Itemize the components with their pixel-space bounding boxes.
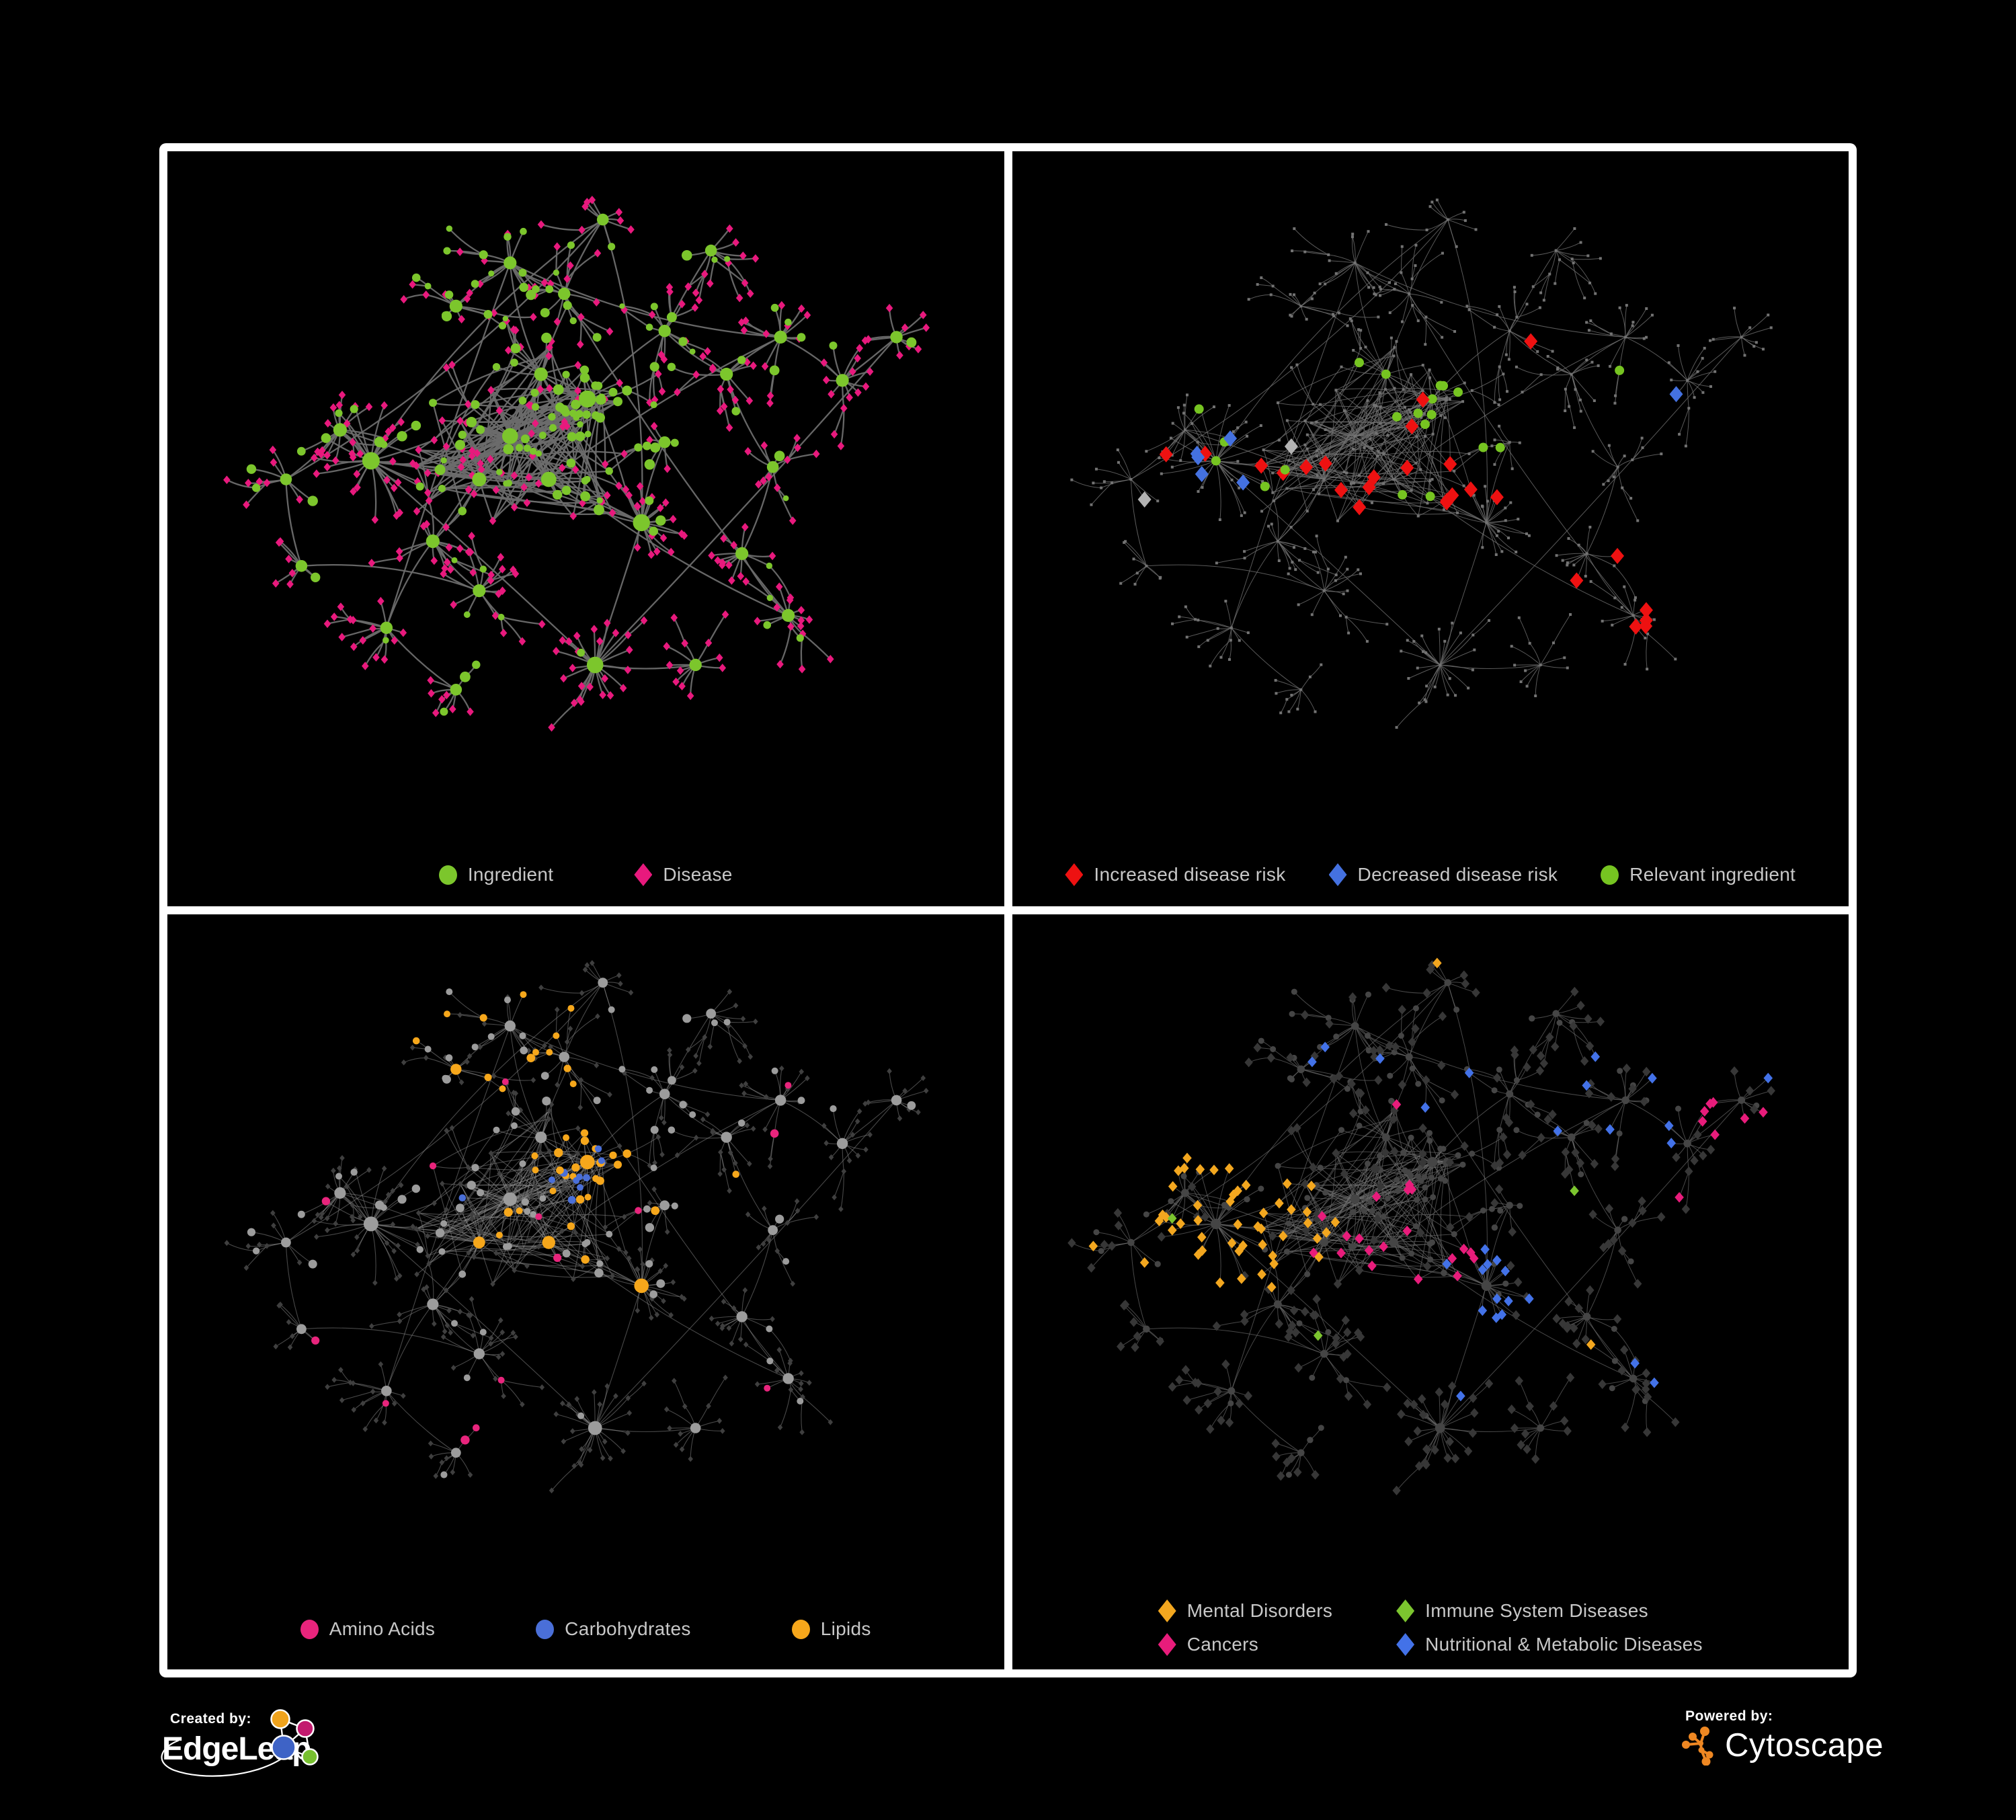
legend-item: Cancers: [1158, 1633, 1332, 1656]
diamond-marker: [1158, 1599, 1176, 1622]
legend-item: Relevant ingredient: [1601, 864, 1796, 885]
legend-label: Nutritional & Metabolic Diseases: [1425, 1634, 1703, 1655]
edgeleap-swoosh: [161, 1739, 286, 1777]
diamond-marker: [1158, 1633, 1176, 1656]
ingredient-class-network: [224, 960, 929, 1494]
legend-label: Relevant ingredient: [1629, 864, 1796, 885]
legend: Amino Acids Carbohydrates Lipids: [167, 1618, 1004, 1640]
legend: Ingredient Disease: [167, 863, 1004, 886]
circle-marker: [300, 1619, 319, 1639]
legend-label: Decreased disease risk: [1357, 864, 1558, 885]
diamond-marker: [1396, 1633, 1415, 1656]
legend-item: Lipids: [791, 1618, 871, 1640]
legend-label: Amino Acids: [329, 1618, 436, 1639]
circle-marker: [791, 1619, 810, 1639]
legend-item: Decreased disease risk: [1328, 863, 1558, 886]
diamond-marker: [634, 863, 653, 886]
legend-item: Disease: [634, 863, 732, 886]
panel-grid: Ingredient Disease Increased disease risk…: [159, 143, 1857, 1677]
legend-label: Disease: [663, 864, 733, 885]
legend-label: Ingredient: [467, 864, 554, 885]
diamond-marker: [1328, 863, 1347, 886]
disease-risk-network: [1070, 198, 1773, 729]
diamond-marker: [1065, 863, 1084, 886]
panel-disease-risk: Increased disease risk Decreased disease …: [1012, 151, 1849, 906]
legend-label: Cancers: [1186, 1634, 1259, 1655]
disease-class-network: [1067, 957, 1775, 1496]
legend-item: Immune System Diseases: [1396, 1599, 1703, 1622]
legend-label: Increased disease risk: [1094, 864, 1286, 885]
legend-item: Amino Acids: [300, 1618, 435, 1640]
legend-label: Lipids: [820, 1618, 871, 1639]
legend-label: Immune System Diseases: [1425, 1600, 1648, 1621]
cytoscape-icon: [1682, 1727, 1713, 1766]
created-by-label: Created by:: [170, 1711, 252, 1727]
legend-item: Carbohydrates: [536, 1618, 691, 1640]
legend-item: Nutritional & Metabolic Diseases: [1396, 1633, 1703, 1656]
diamond-marker: [1396, 1599, 1415, 1622]
edgeleap-node-blue: [271, 1735, 296, 1760]
panel-ingredient-disease: Ingredient Disease: [167, 151, 1004, 906]
panel-disease-classes: Mental Disorders Immune System Diseases Ca…: [1012, 914, 1849, 1669]
circle-marker: [1601, 865, 1619, 885]
legend-item: Mental Disorders: [1158, 1599, 1332, 1622]
legend-item: Increased disease risk: [1065, 863, 1285, 886]
legend: Increased disease risk Decreased disease …: [1012, 863, 1849, 886]
edgeleap-node-green: [301, 1748, 319, 1766]
legend-label: Carbohydrates: [565, 1618, 691, 1639]
powered-by-label: Powered by:: [1685, 1708, 1773, 1724]
edgeleap-node-magenta: [296, 1719, 315, 1738]
circle-marker: [536, 1619, 555, 1639]
legend-label: Mental Disorders: [1186, 1600, 1333, 1621]
legend: Mental Disorders Immune System Diseases Ca…: [1012, 1599, 1849, 1656]
edgeleap-node-yellow: [270, 1709, 290, 1729]
edgeleap-logo: [161, 1709, 319, 1777]
ingredient-disease-network: [223, 196, 930, 732]
legend-item: Ingredient: [438, 864, 554, 885]
panel-ingredient-classes: Amino Acids Carbohydrates Lipids: [167, 914, 1004, 1669]
cytoscape-wordmark[interactable]: Cytoscape: [1725, 1727, 1884, 1764]
circle-marker: [438, 865, 457, 885]
